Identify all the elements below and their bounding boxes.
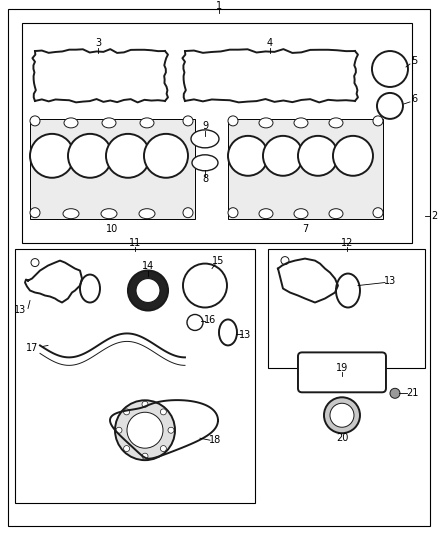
Circle shape: [116, 427, 122, 433]
Ellipse shape: [259, 118, 273, 128]
Text: 17: 17: [26, 343, 38, 353]
Circle shape: [127, 412, 163, 448]
Circle shape: [30, 208, 40, 217]
Ellipse shape: [294, 118, 308, 128]
Text: 18: 18: [209, 435, 221, 445]
Circle shape: [115, 400, 175, 460]
Ellipse shape: [64, 118, 78, 128]
Text: 10: 10: [106, 224, 118, 233]
Circle shape: [68, 134, 112, 178]
Circle shape: [377, 93, 403, 119]
Circle shape: [187, 314, 203, 330]
Ellipse shape: [140, 118, 154, 128]
Text: 9: 9: [202, 121, 208, 131]
Bar: [268, 248, 425, 368]
Circle shape: [263, 136, 303, 176]
Circle shape: [228, 136, 268, 176]
Ellipse shape: [336, 273, 360, 308]
Text: 5: 5: [411, 56, 417, 66]
Circle shape: [128, 271, 168, 311]
Ellipse shape: [219, 319, 237, 345]
Circle shape: [390, 389, 400, 398]
Text: 12: 12: [341, 238, 353, 248]
Ellipse shape: [191, 130, 219, 148]
Circle shape: [330, 403, 354, 427]
Ellipse shape: [329, 209, 343, 219]
Circle shape: [228, 116, 238, 126]
Circle shape: [183, 264, 227, 308]
FancyBboxPatch shape: [298, 352, 386, 392]
Bar: [15, 248, 255, 503]
Ellipse shape: [102, 118, 116, 128]
Ellipse shape: [63, 209, 79, 219]
Text: 20: 20: [336, 433, 348, 443]
Circle shape: [30, 116, 40, 126]
Ellipse shape: [329, 118, 343, 128]
Circle shape: [373, 208, 383, 217]
Circle shape: [160, 446, 166, 451]
Circle shape: [281, 256, 289, 264]
Circle shape: [30, 134, 74, 178]
Ellipse shape: [294, 209, 308, 219]
Circle shape: [31, 259, 39, 266]
Circle shape: [106, 134, 150, 178]
Circle shape: [142, 453, 148, 459]
Text: 7: 7: [302, 224, 308, 233]
Circle shape: [142, 401, 148, 407]
Text: 19: 19: [336, 364, 348, 373]
Text: 6: 6: [411, 94, 417, 104]
Circle shape: [144, 134, 188, 178]
Text: 13: 13: [14, 305, 26, 316]
Circle shape: [183, 116, 193, 126]
Circle shape: [373, 116, 383, 126]
Text: 21: 21: [406, 389, 418, 398]
Circle shape: [324, 397, 360, 433]
Text: 3: 3: [95, 38, 101, 48]
Text: 14: 14: [142, 261, 154, 271]
Bar: [22, 23, 412, 243]
Circle shape: [333, 136, 373, 176]
Text: 13: 13: [384, 276, 396, 286]
Text: 2: 2: [431, 211, 437, 221]
Circle shape: [298, 136, 338, 176]
Ellipse shape: [259, 209, 273, 219]
Text: 15: 15: [212, 256, 224, 265]
Text: 1: 1: [216, 1, 222, 11]
Text: 16: 16: [204, 316, 216, 326]
Bar: [30, 119, 195, 219]
Circle shape: [136, 279, 160, 303]
Ellipse shape: [139, 209, 155, 219]
Text: 11: 11: [129, 238, 141, 248]
Circle shape: [183, 208, 193, 217]
Text: 4: 4: [267, 38, 273, 48]
Ellipse shape: [80, 274, 100, 303]
Ellipse shape: [101, 209, 117, 219]
Circle shape: [124, 446, 130, 451]
Text: 13: 13: [239, 330, 251, 341]
Circle shape: [160, 409, 166, 415]
Circle shape: [228, 208, 238, 217]
Circle shape: [372, 51, 408, 87]
Ellipse shape: [192, 155, 218, 171]
Text: 8: 8: [202, 174, 208, 184]
Circle shape: [124, 409, 130, 415]
Bar: [228, 119, 383, 219]
Circle shape: [168, 427, 174, 433]
